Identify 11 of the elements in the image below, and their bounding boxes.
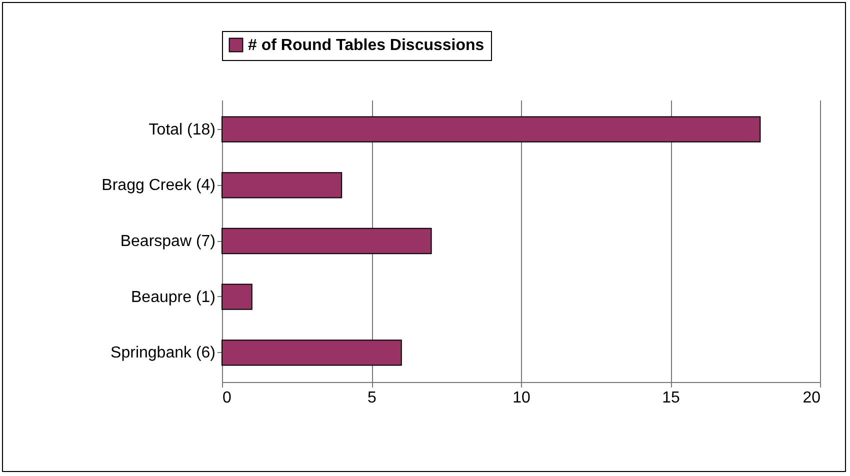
y-tick-label: Bragg Creek (4) (102, 177, 216, 194)
x-tick-label: 10 (512, 390, 530, 406)
y-tick-label: Springbank (6) (110, 344, 216, 362)
x-tick-label: 20 (802, 390, 821, 406)
y-tick-label: Beaupre (1) (131, 288, 216, 306)
y-tick-label: Bearspaw (7) (120, 233, 216, 250)
x-tick-label: 0 (222, 390, 232, 406)
y-tick-label: Total (18) (148, 121, 216, 138)
x-tick-label: 5 (368, 390, 377, 406)
legend-label: # of Round Tables Discussions (248, 37, 484, 54)
x-tick-label: 15 (662, 390, 680, 406)
